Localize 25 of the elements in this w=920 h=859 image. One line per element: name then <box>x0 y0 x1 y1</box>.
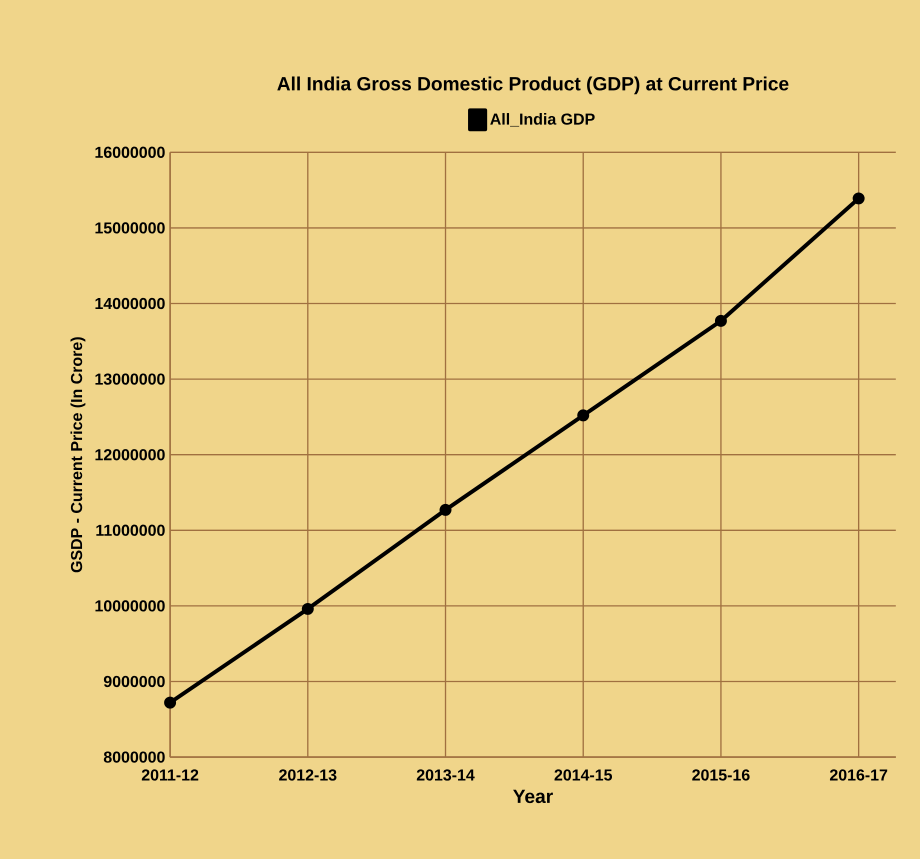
legend-label: All_India GDP <box>490 112 595 126</box>
point <box>852 192 865 204</box>
x-tick-label: 2013-14 <box>416 769 475 781</box>
x-tick-label: 2011-12 <box>142 769 198 781</box>
chart-title: All India Gross Domestic Product (GDP) at Current Price <box>277 76 788 94</box>
y-tick-label: 8000000 <box>104 751 165 763</box>
x-tick-label: 2015-16 <box>692 769 750 781</box>
y-tick-label: 13000000 <box>95 373 165 385</box>
point <box>164 696 176 709</box>
y-tick-label: 12000000 <box>95 449 165 460</box>
y-tick-label: 16000000 <box>95 146 165 158</box>
y-tick-label: 10000000 <box>95 600 165 612</box>
x-tick-label: 2016-17 <box>830 769 888 781</box>
y-tick-label: 15000000 <box>95 222 165 234</box>
y-tick-label: 9000000 <box>104 676 165 688</box>
x-axis-title: Year <box>513 790 553 804</box>
point <box>577 409 590 422</box>
x-tick-label: 2014-15 <box>554 769 612 781</box>
y-axis-title: GSDP - Current Price (In Crore) <box>70 337 86 572</box>
point <box>440 504 452 516</box>
point <box>302 602 314 615</box>
point <box>714 314 727 327</box>
x-tick-label: 2012-13 <box>279 769 336 781</box>
y-tick-label: 14000000 <box>95 298 165 310</box>
y-tick-label: 11000000 <box>96 524 165 536</box>
